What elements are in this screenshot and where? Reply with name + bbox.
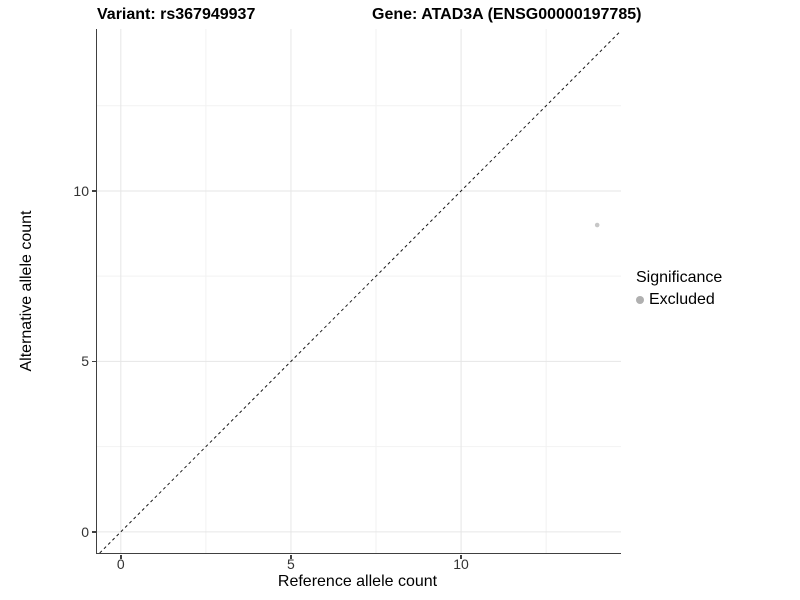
y-tick-label: 10 — [73, 182, 89, 199]
legend-point-swatch — [636, 296, 644, 304]
legend: Significance Excluded — [636, 268, 722, 309]
data-point — [594, 222, 599, 228]
identity-dashed-line — [98, 30, 621, 553]
legend-item-label: Excluded — [649, 291, 715, 308]
x-axis-tick — [120, 554, 122, 559]
y-axis-tick — [91, 190, 96, 192]
x-axis-title: Reference allele count — [277, 573, 438, 590]
x-tick-label: 5 — [287, 556, 295, 572]
variant-title: Variant: rs367949937 — [97, 6, 256, 23]
gene-title: Gene: ATAD3A (ENSG00000197785) — [372, 6, 642, 23]
y-tick-label: 5 — [81, 353, 89, 370]
x-axis-tick — [290, 554, 292, 559]
y-tick-label: 0 — [81, 523, 89, 540]
y-axis-title: Alternative allele count — [18, 210, 35, 372]
plot-canvas — [96, 29, 621, 553]
x-axis-tick — [460, 554, 462, 559]
legend-item-excluded: Excluded — [636, 291, 722, 309]
x-tick-label: 0 — [116, 556, 125, 572]
y-axis-tick — [91, 360, 96, 363]
legend-title: Significance — [636, 269, 723, 286]
x-tick-label: 10 — [453, 556, 469, 572]
plot-panel — [95, 29, 621, 554]
y-axis-tick — [91, 531, 96, 533]
